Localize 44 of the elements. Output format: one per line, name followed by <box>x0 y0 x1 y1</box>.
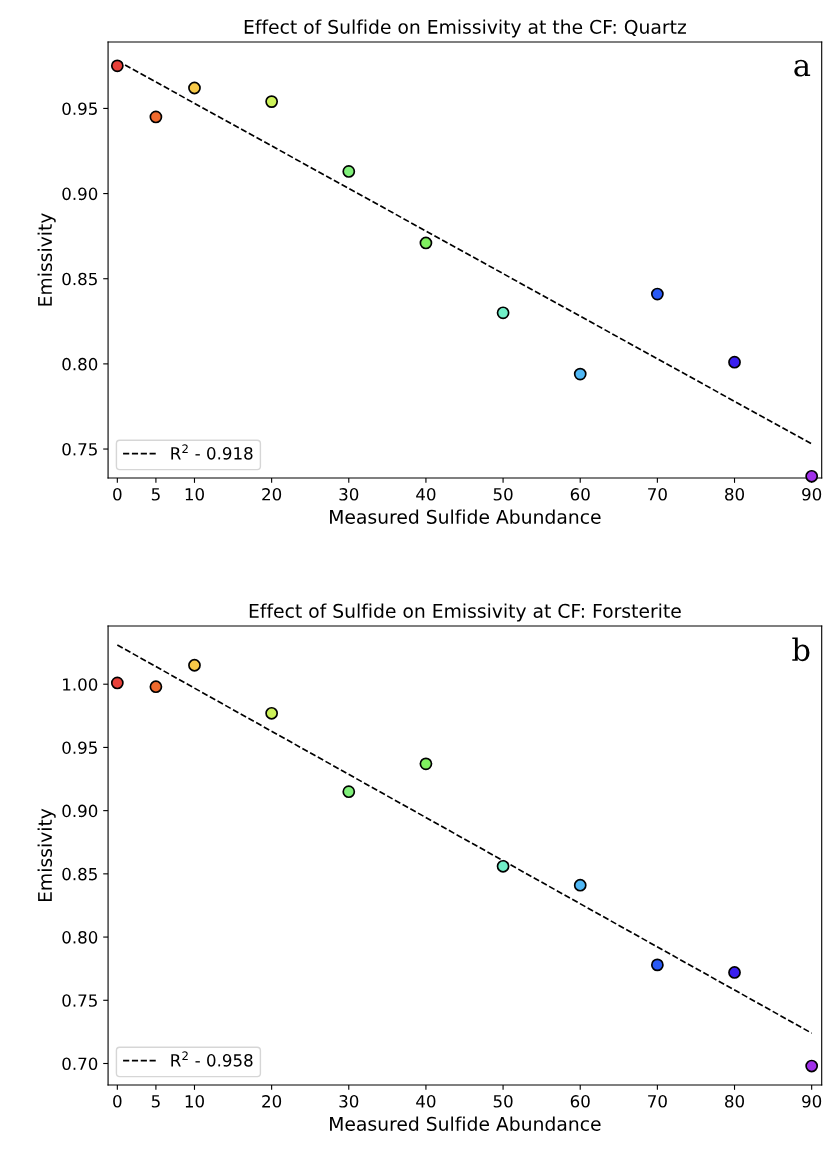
x-tick-label: 10 <box>185 1095 204 1108</box>
x-tick-label: 40 <box>416 488 436 501</box>
x-tick-label: 70 <box>648 1095 667 1108</box>
y-tick-label: 1.00 <box>63 678 98 691</box>
x-tick-label: 20 <box>262 1095 282 1108</box>
legend-label: R$^{2}$ - 0.958 <box>171 1051 253 1067</box>
y-tick-label: 0.70 <box>62 1057 98 1071</box>
y-tick-label: 0.95 <box>62 102 97 115</box>
y-tick-label: 0.75 <box>62 994 97 1007</box>
x-tick-label: 50 <box>493 1095 513 1108</box>
y-axis-title: Emissivity <box>37 213 56 306</box>
x-tick-label: 30 <box>339 1095 359 1108</box>
y-tick-label: 0.95 <box>62 741 97 754</box>
x-tick-label: 80 <box>725 1095 745 1108</box>
chart-title: Effect of Sulfide on Emissivity at CF: Forsterite <box>249 603 681 622</box>
y-axis-title: Emissivity <box>37 808 56 902</box>
y-tick-label: 0.90 <box>62 187 98 201</box>
x-tick-label: 0 <box>113 488 122 501</box>
legend-label: R$^{2}$ - 0.918 <box>171 444 253 460</box>
chart-title: Effect of Sulfide on Emissivity at the CF: Quartz <box>244 19 686 38</box>
annotation: b <box>792 637 810 662</box>
x-tick-label: 5 <box>151 488 160 501</box>
x-axis-title: Measured Sulfide Abundance <box>330 509 601 524</box>
y-tick-label: 0.80 <box>62 357 98 371</box>
x-tick-label: 40 <box>416 1095 436 1108</box>
x-tick-label: 30 <box>339 488 359 501</box>
x-tick-label: 90 <box>802 488 822 501</box>
y-tick-label: 0.85 <box>62 272 97 286</box>
y-tick-label: 0.80 <box>62 931 98 944</box>
annotation: a <box>794 59 811 77</box>
x-tick-label: 60 <box>570 488 590 501</box>
x-tick-label: 70 <box>648 488 667 501</box>
x-tick-label: 60 <box>570 1095 590 1108</box>
y-tick-label: 0.90 <box>62 804 98 818</box>
x-tick-label: 5 <box>151 1095 160 1108</box>
x-tick-label: 20 <box>262 488 282 501</box>
x-tick-label: 50 <box>493 488 513 501</box>
x-axis-title: Measured Sulfide Abundance <box>330 1116 601 1131</box>
y-tick-label: 0.75 <box>62 443 97 456</box>
x-tick-label: 80 <box>725 488 745 501</box>
x-tick-label: 10 <box>185 488 204 501</box>
x-tick-label: 90 <box>802 1095 822 1108</box>
x-tick-label: 0 <box>113 1095 122 1108</box>
y-tick-label: 0.85 <box>62 867 97 881</box>
